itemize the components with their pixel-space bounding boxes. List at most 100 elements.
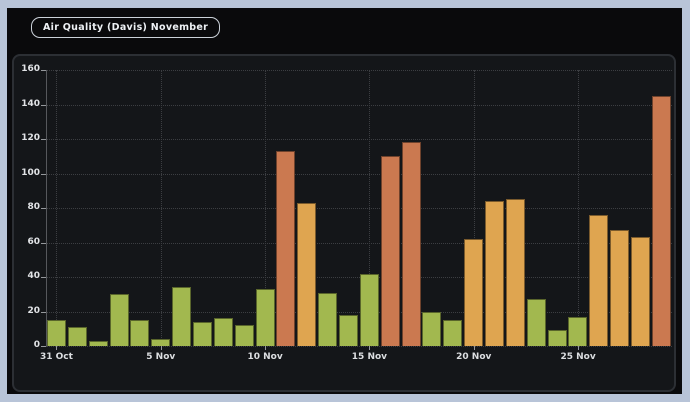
- chart-title-chip[interactable]: Air Quality (Davis) November: [31, 17, 221, 38]
- bar-slot: [171, 70, 192, 346]
- bar-14-nov[interactable]: [338, 314, 358, 346]
- bar-slot: [255, 70, 276, 346]
- bar-3-nov[interactable]: [109, 294, 129, 346]
- x-axis-label: 31 Oct: [39, 352, 73, 362]
- x-axis-tick: [578, 346, 580, 350]
- y-axis-tick: [41, 277, 46, 278]
- bar-slot: [380, 70, 401, 346]
- bar-6-nov[interactable]: [172, 287, 192, 346]
- bar-26-nov[interactable]: [589, 214, 609, 346]
- app-window: Air Quality (Davis) November 0 20 40 60 80 10…: [7, 8, 682, 394]
- vertical-gridline: [56, 70, 58, 346]
- bar-23-nov[interactable]: [526, 299, 546, 346]
- vertical-gridline: [473, 70, 475, 346]
- bar-17-nov[interactable]: [401, 142, 421, 346]
- bar-slot: [234, 70, 255, 346]
- vertical-gridline: [265, 70, 267, 346]
- bar-20-nov[interactable]: [464, 239, 484, 346]
- bar-slot: [129, 70, 150, 346]
- y-axis-label: 80: [27, 202, 40, 212]
- bar-slot: [421, 70, 442, 346]
- x-axis-label: 15 Nov: [351, 352, 388, 362]
- bar-7-nov[interactable]: [192, 321, 212, 346]
- y-axis-label: 140: [21, 98, 40, 109]
- bar-28-nov[interactable]: [630, 237, 650, 346]
- bar-slot: [651, 70, 672, 346]
- bar-10-nov[interactable]: [255, 289, 275, 346]
- chart-title: Air Quality (Davis) November: [43, 22, 209, 33]
- bar-5-nov[interactable]: [151, 339, 171, 346]
- chart-panel: 0 20 40 60 80 100 120 140 160 31 Oct 5 Nov 10 Nov 15…: [12, 54, 676, 392]
- bar-12-nov[interactable]: [297, 202, 317, 346]
- y-axis-label: 60: [27, 236, 40, 247]
- bar-22-nov[interactable]: [505, 199, 525, 346]
- x-axis-label: 5 Nov: [146, 352, 176, 362]
- bar-slot: [317, 70, 338, 346]
- y-axis-tick: [41, 139, 46, 140]
- x-axis-label: 10 Nov: [247, 352, 283, 362]
- bar-11-nov[interactable]: [276, 151, 296, 346]
- vertical-gridline: [578, 70, 580, 346]
- vertical-gridline: [160, 70, 162, 346]
- bar-slot: [46, 70, 67, 346]
- chart-plot-area: 0 20 40 60 80 100 120 140 160 31 Oct 5 Nov 10 Nov 15…: [21, 64, 672, 362]
- bar-slot: [296, 70, 317, 346]
- bar-slot: [526, 70, 547, 346]
- bar-9-nov[interactable]: [234, 325, 254, 346]
- bar-slot: [338, 70, 359, 346]
- bar-slot: [88, 70, 109, 346]
- bar-25-nov[interactable]: [568, 316, 588, 346]
- y-axis-label: 20: [27, 305, 40, 316]
- y-axis-line: [46, 70, 47, 346]
- y-axis-tick: [41, 173, 46, 175]
- x-axis-tick: [473, 346, 475, 350]
- bar-slot: [275, 70, 296, 346]
- bar-slot: [401, 70, 422, 346]
- bar-16-nov[interactable]: [380, 156, 400, 346]
- bar-slot: [67, 70, 88, 346]
- horizontal-gridline: [46, 173, 672, 175]
- x-axis-tick: [56, 346, 58, 350]
- bar-slot: [359, 70, 380, 346]
- x-axis-tick: [160, 346, 162, 350]
- bar-series: [46, 70, 672, 346]
- bar-13-nov[interactable]: [318, 292, 338, 346]
- horizontal-gridline: [46, 242, 672, 244]
- bar-slot: [547, 70, 568, 346]
- bar-1-nov[interactable]: [67, 327, 87, 346]
- horizontal-gridline: [46, 208, 672, 209]
- bar-2-nov[interactable]: [88, 340, 108, 346]
- y-axis-label: 160: [21, 64, 40, 74]
- x-axis-label: 20 Nov: [456, 352, 492, 362]
- horizontal-gridline: [46, 311, 672, 313]
- bar-18-nov[interactable]: [422, 311, 442, 346]
- bar-slot: [484, 70, 505, 346]
- bar-21-nov[interactable]: [484, 201, 504, 346]
- bar-8-nov[interactable]: [213, 318, 233, 346]
- bar-slot: [150, 70, 171, 346]
- y-axis-label: 0: [33, 340, 40, 350]
- bar-27-nov[interactable]: [610, 230, 630, 346]
- y-axis-tick: [41, 311, 46, 313]
- bar-24-nov[interactable]: [547, 330, 567, 346]
- y-axis-label: 120: [21, 133, 40, 143]
- bar-slot: [442, 70, 463, 346]
- bar-slot: [213, 70, 234, 346]
- horizontal-gridline: [46, 104, 672, 106]
- bar-15-nov[interactable]: [359, 273, 379, 346]
- y-axis-tick: [41, 346, 46, 347]
- bar-29-nov[interactable]: [651, 95, 671, 346]
- bar-4-nov[interactable]: [130, 320, 150, 346]
- horizontal-gridline: [46, 346, 672, 347]
- bar-slot: [109, 70, 130, 346]
- bar-slot: [463, 70, 484, 346]
- bar-19-nov[interactable]: [443, 320, 463, 346]
- y-axis-tick: [41, 70, 46, 71]
- y-axis-tick: [41, 208, 46, 209]
- y-axis-tick: [41, 242, 46, 244]
- bar-31-oct[interactable]: [46, 320, 66, 346]
- bar-slot: [567, 70, 588, 346]
- x-axis-tick: [265, 346, 267, 350]
- y-axis-label: 100: [21, 167, 40, 178]
- x-axis-label: 25 Nov: [560, 352, 596, 362]
